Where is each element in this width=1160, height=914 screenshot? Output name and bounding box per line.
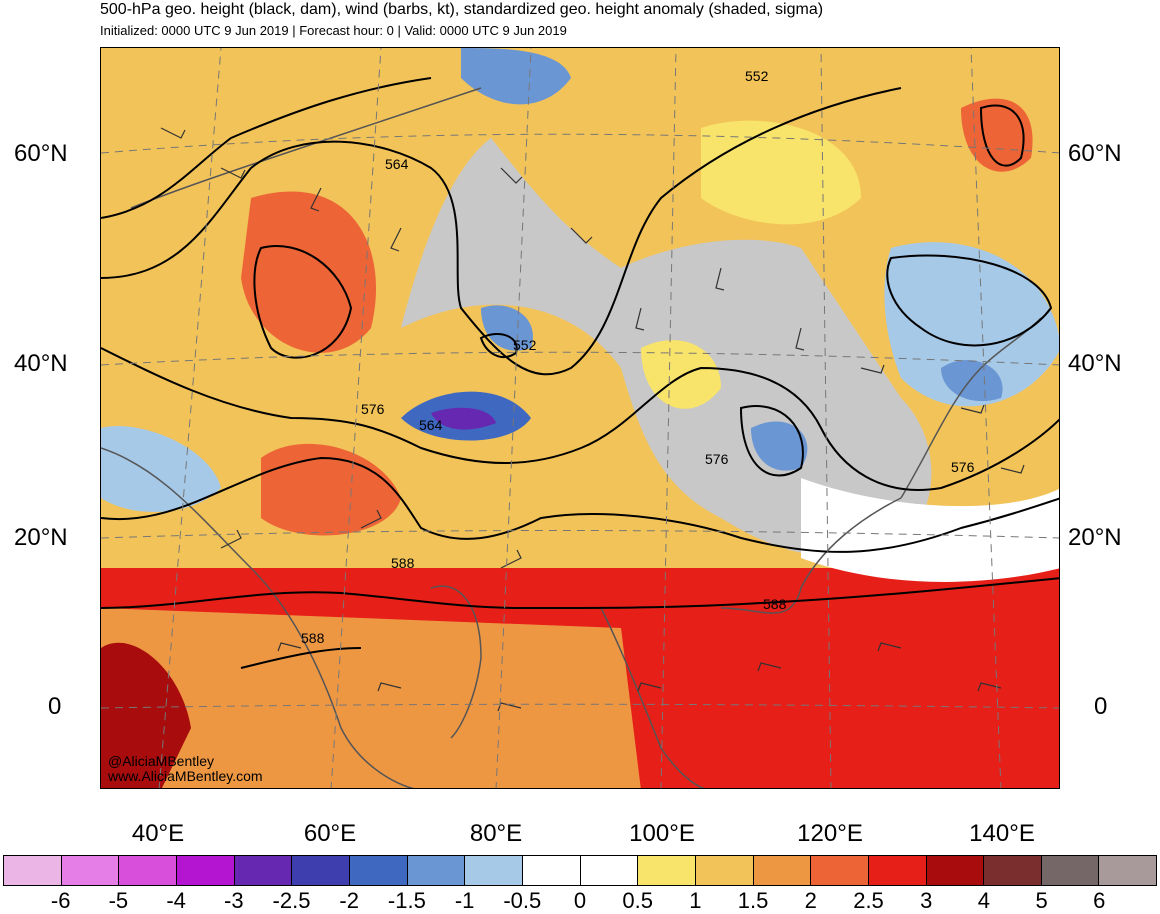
contour-label: 564 — [385, 156, 409, 172]
colorbar-swatch — [695, 856, 754, 885]
watermark-url: www.AliciaMBentley.com — [108, 768, 263, 784]
colorbar-tick-label: -0.5 — [503, 888, 542, 913]
wind-barbs — [160, 127, 1025, 712]
colorbar-swatch — [407, 856, 466, 885]
colorbar-tick-label: -3 — [224, 888, 244, 913]
contour-label: 564 — [419, 417, 443, 433]
contour-label: 552 — [745, 68, 769, 84]
colorbar — [3, 855, 1157, 886]
contour-label: 588 — [301, 630, 325, 646]
lon-label: 80°E — [469, 820, 523, 847]
shading-trough-core — [431, 407, 496, 430]
colorbar-tick-label: -1 — [454, 888, 475, 913]
colorbar-tick-label: 3 — [920, 888, 933, 913]
contour-label: 576 — [361, 401, 385, 417]
map-canvas: 552 564 552 576 564 576 576 588 588 588 — [101, 48, 1059, 788]
lat-label-left: 40°N — [14, 350, 68, 377]
colorbar-swatch — [4, 856, 62, 885]
coastlines — [101, 87, 1042, 788]
colorbar-swatch — [580, 856, 639, 885]
colorbar-swatch — [1041, 856, 1100, 885]
colorbar-swatch — [868, 856, 927, 885]
shading-trough-west — [101, 426, 221, 512]
colorbar-tick-label: -1.5 — [387, 888, 426, 913]
colorbar-swatch — [349, 856, 408, 885]
lat-label-right: 0 — [1094, 693, 1108, 720]
chart-title: 500-hPa geo. height (black, dam), wind (… — [100, 1, 824, 18]
colorbar-swatch — [176, 856, 235, 885]
colorbar-tick-label: -4 — [166, 888, 186, 913]
colorbar-tick-label: 5 — [1035, 888, 1048, 913]
colorbar-tick-label: -5 — [108, 888, 129, 913]
colorbar-swatch — [753, 856, 812, 885]
map-panel: 552 564 552 576 564 576 576 588 588 588 — [100, 47, 1060, 789]
colorbar-swatch — [1099, 856, 1157, 885]
shading-weak-positive-north — [701, 120, 861, 225]
colorbar-swatch — [119, 856, 177, 885]
lat-label-left: 20°N — [14, 524, 68, 551]
colorbar-tick-label: 4 — [977, 888, 991, 913]
colorbar-tick-label: 6 — [1093, 888, 1106, 913]
height-contours — [101, 77, 1059, 669]
lat-label-right: 60°N — [1068, 140, 1122, 167]
lat-label-right: 20°N — [1068, 524, 1122, 551]
contour-label: 588 — [763, 596, 787, 612]
colorbar-tick-label: 0 — [573, 888, 587, 913]
colorbar-tick-label: 1 — [689, 888, 702, 913]
colorbar-tick-label: 0.5 — [622, 888, 653, 913]
colorbar-swatch — [234, 856, 293, 885]
colorbar-tick-label: -2 — [339, 888, 359, 913]
colorbar-swatch — [984, 856, 1042, 885]
shading-east-siberia-high — [961, 98, 1033, 172]
shading-trough-pacific — [884, 242, 1059, 407]
grid-lines — [101, 48, 1059, 788]
shading-neutral-pacific — [801, 478, 1059, 582]
shading-india-moderate — [101, 608, 641, 788]
colorbar-tick-label: 1.5 — [737, 888, 769, 913]
lon-label: 100°E — [629, 820, 695, 847]
lat-label-right: 40°N — [1068, 350, 1122, 377]
colorbar-tick-label: 2.5 — [853, 888, 884, 913]
colorbar-tick-label: -6 — [50, 888, 71, 913]
lat-label-left: 60°N — [14, 140, 68, 167]
contour-label: 576 — [705, 451, 729, 467]
shading-trough-north — [481, 305, 533, 351]
shading-russia-high — [241, 191, 376, 353]
shading-trough-east-china — [751, 421, 808, 471]
shading-trough-arctic — [461, 48, 571, 105]
contour-labels: 552 564 552 576 564 576 576 588 588 588 — [301, 68, 975, 646]
colorbar-swatch — [811, 856, 869, 885]
colorbar-swatch — [292, 856, 350, 885]
colorbar-swatch — [926, 856, 985, 885]
contour-label: 576 — [951, 459, 975, 475]
lon-label: 40°E — [131, 820, 185, 847]
colorbar-swatch — [638, 856, 696, 885]
shading-africa-high — [101, 642, 191, 788]
watermark-handle: @AliciaMBentley — [108, 753, 215, 769]
shading-trough-japan — [941, 359, 1003, 402]
colorbar-swatch — [465, 856, 523, 885]
chart-subtitle: Initialized: 0000 UTC 9 Jun 2019 | Forec… — [100, 23, 567, 38]
colorbar-swatch — [522, 856, 581, 885]
colorbar-tick-label: 2 — [804, 888, 817, 913]
contour-label: 552 — [513, 337, 537, 353]
lon-label: 140°E — [969, 820, 1035, 847]
lat-label-left: 0 — [48, 693, 62, 720]
colorbar-swatch — [61, 856, 120, 885]
lon-label: 60°E — [303, 820, 357, 847]
contour-label: 588 — [391, 555, 415, 571]
lon-label: 120°E — [797, 820, 863, 847]
colorbar-tick-label: -2.5 — [272, 888, 311, 913]
